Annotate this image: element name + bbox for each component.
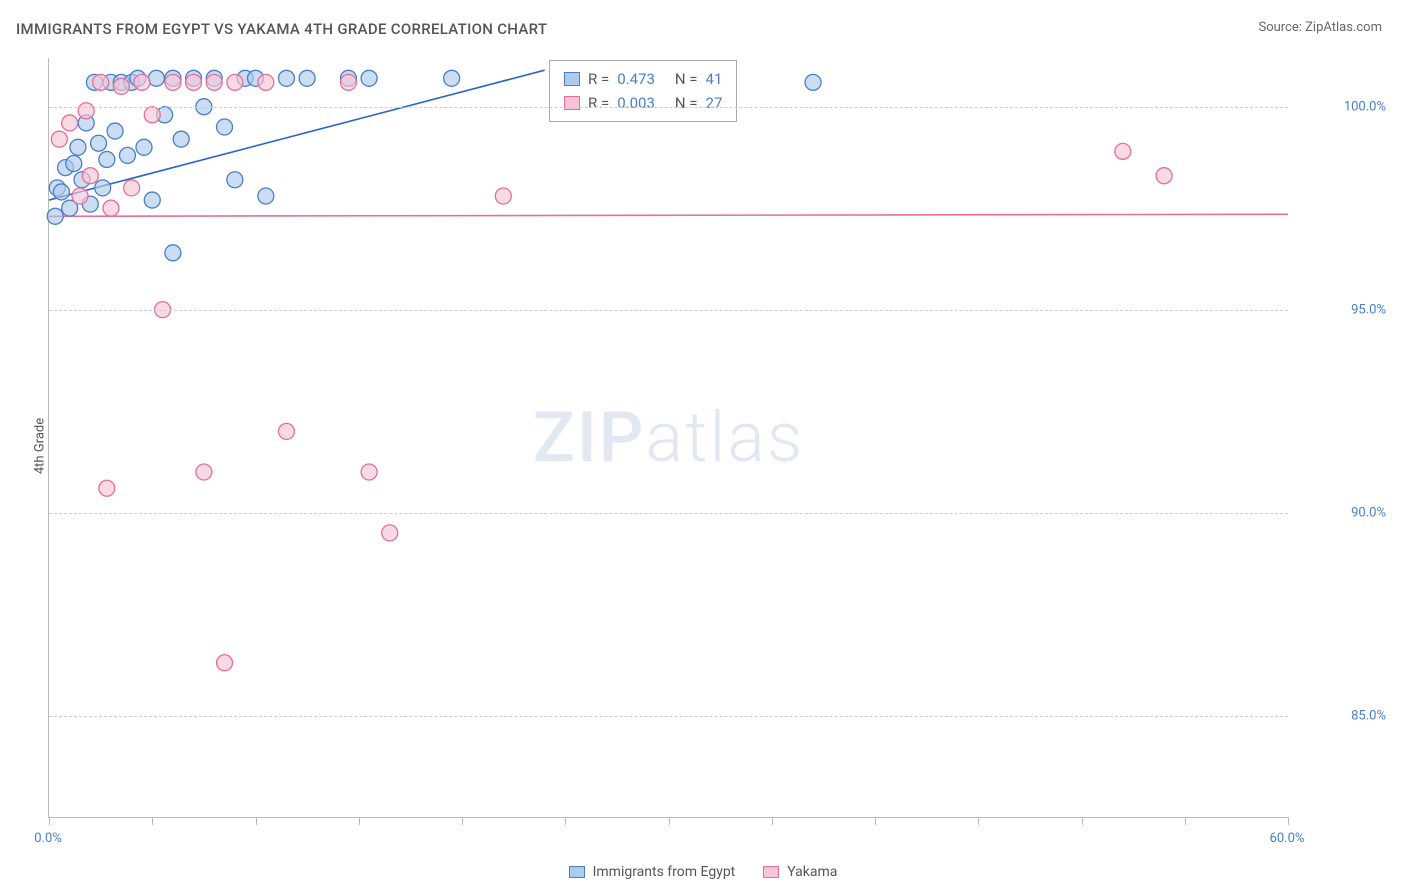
- data-point: [95, 180, 111, 196]
- data-point: [805, 74, 821, 90]
- data-point: [62, 115, 78, 131]
- data-point: [165, 74, 181, 90]
- data-point: [70, 139, 86, 155]
- data-point: [382, 525, 398, 541]
- data-point: [107, 123, 123, 139]
- data-point: [93, 74, 109, 90]
- gridline-h: [49, 716, 1288, 717]
- plot-area: ZIPatlas R = 0.473 N = 41 R = 0.003 N = …: [48, 58, 1288, 818]
- data-point: [144, 107, 160, 123]
- data-point: [217, 655, 233, 671]
- stat-r-value-0: 0.473: [617, 67, 655, 91]
- data-point: [278, 70, 294, 86]
- x-tick: [1185, 817, 1186, 825]
- stat-r-value-1: 0.003: [617, 91, 655, 115]
- data-point: [53, 184, 69, 200]
- data-point: [340, 74, 356, 90]
- x-tick: [152, 817, 153, 825]
- stat-n-label-0: N =: [675, 67, 698, 91]
- data-point: [136, 139, 152, 155]
- y-tick-label: 100.0%: [1344, 99, 1386, 114]
- data-point: [227, 74, 243, 90]
- x-tick-label: 0.0%: [34, 831, 62, 846]
- gridline-h: [49, 513, 1288, 514]
- stat-swatch-0: [564, 72, 580, 86]
- stat-swatch-1: [564, 96, 580, 110]
- data-point: [91, 135, 107, 151]
- data-point: [361, 464, 377, 480]
- x-tick: [669, 817, 670, 825]
- data-point: [134, 74, 150, 90]
- data-point: [196, 464, 212, 480]
- stat-row-series-1: R = 0.003 N = 27: [564, 91, 722, 115]
- legend-swatch-0: [569, 866, 585, 878]
- data-point: [361, 70, 377, 86]
- data-point: [227, 172, 243, 188]
- legend-item-1: Yakama: [763, 864, 837, 880]
- stat-n-value-0: 41: [706, 67, 723, 91]
- x-tick: [875, 817, 876, 825]
- source-attribution: Source: ZipAtlas.com: [1258, 20, 1382, 35]
- stat-box: R = 0.473 N = 41 R = 0.003 N = 27: [549, 60, 737, 122]
- x-tick: [359, 817, 360, 825]
- stat-r-label-1: R =: [588, 91, 609, 115]
- y-axis-label: 4th Grade: [33, 418, 48, 474]
- y-tick-label: 90.0%: [1351, 505, 1386, 520]
- x-tick-label: 60.0%: [1270, 831, 1305, 846]
- source-name: ZipAtlas.com: [1305, 20, 1382, 35]
- data-point: [113, 78, 129, 94]
- data-point: [78, 103, 94, 119]
- stat-r-label-0: R =: [588, 67, 609, 91]
- chart-title: IMMIGRANTS FROM EGYPT VS YAKAMA 4TH GRAD…: [16, 20, 547, 38]
- data-point: [278, 423, 294, 439]
- data-point: [258, 74, 274, 90]
- x-tick: [1082, 817, 1083, 825]
- source-label: Source:: [1258, 20, 1305, 35]
- data-point: [165, 245, 181, 261]
- data-point: [206, 74, 222, 90]
- data-point: [72, 188, 88, 204]
- data-point: [495, 188, 511, 204]
- data-point: [1115, 143, 1131, 159]
- data-point: [124, 180, 140, 196]
- gridline-h: [49, 310, 1288, 311]
- data-point: [47, 208, 63, 224]
- data-point: [444, 70, 460, 86]
- y-tick-label: 95.0%: [1351, 302, 1386, 317]
- data-point: [173, 131, 189, 147]
- x-tick: [256, 817, 257, 825]
- data-point: [299, 70, 315, 86]
- x-tick: [462, 817, 463, 825]
- data-point: [1156, 168, 1172, 184]
- data-point: [217, 119, 233, 135]
- x-tick: [1288, 817, 1289, 825]
- stat-row-series-0: R = 0.473 N = 41: [564, 67, 722, 91]
- data-point: [144, 192, 160, 208]
- data-point: [99, 151, 115, 167]
- chart-svg: [49, 58, 1288, 817]
- legend-label-1: Yakama: [787, 864, 837, 880]
- x-tick: [772, 817, 773, 825]
- stat-n-value-1: 27: [706, 91, 723, 115]
- data-point: [148, 70, 164, 86]
- gridline-h: [49, 107, 1288, 108]
- data-point: [258, 188, 274, 204]
- stat-n-label-1: N =: [675, 91, 698, 115]
- legend-label-0: Immigrants from Egypt: [593, 864, 736, 880]
- data-point: [99, 480, 115, 496]
- legend-bottom: Immigrants from Egypt Yakama: [0, 864, 1406, 880]
- data-point: [103, 200, 119, 216]
- data-point: [51, 131, 67, 147]
- trend-line: [49, 214, 1288, 216]
- legend-item-0: Immigrants from Egypt: [569, 864, 736, 880]
- x-tick: [49, 817, 50, 825]
- data-point: [66, 156, 82, 172]
- legend-swatch-1: [763, 866, 779, 878]
- data-point: [82, 168, 98, 184]
- data-point: [119, 147, 135, 163]
- y-tick-label: 85.0%: [1351, 708, 1386, 723]
- x-tick: [978, 817, 979, 825]
- x-tick: [565, 817, 566, 825]
- data-point: [186, 74, 202, 90]
